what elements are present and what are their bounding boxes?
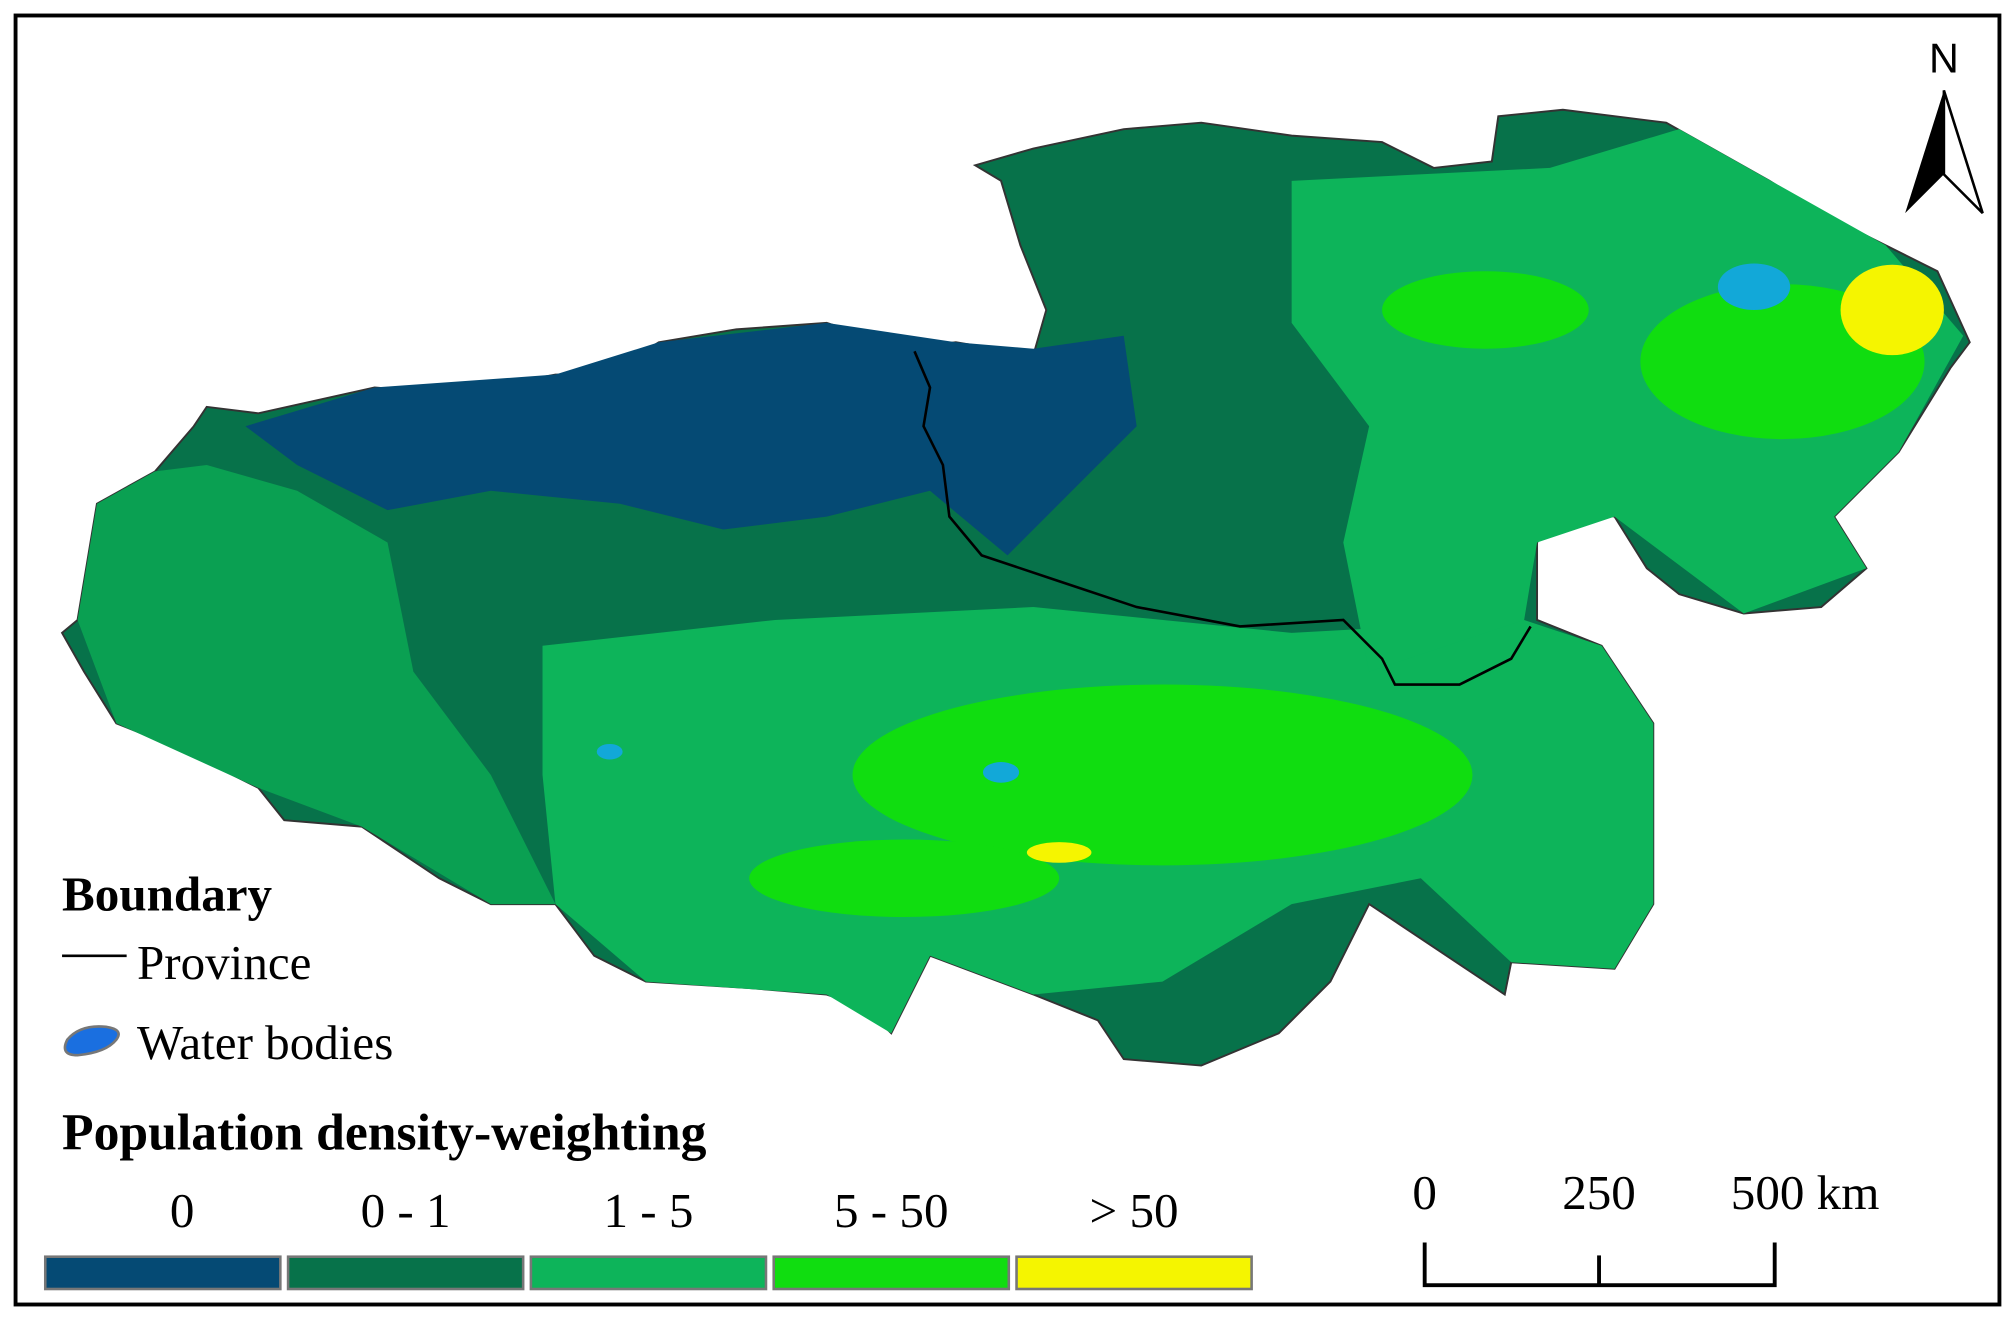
class-label: 0 bbox=[170, 1183, 195, 1238]
dense-zone bbox=[852, 684, 1473, 866]
legend-label: Province bbox=[137, 935, 311, 990]
legend: Boundary Province Water bodies Populatio… bbox=[43, 867, 1253, 1291]
dense-zone bbox=[1382, 271, 1589, 349]
zero-density-zone bbox=[245, 322, 1137, 556]
map-area bbox=[60, 108, 1971, 1067]
class-swatch bbox=[286, 1255, 525, 1291]
scale-label: 500 km bbox=[1731, 1165, 1880, 1220]
class-label: 1 - 5 bbox=[603, 1183, 693, 1238]
legend-title: Population density-weighting bbox=[62, 1105, 707, 1162]
class-swatch bbox=[1015, 1255, 1253, 1291]
very-dense-zone bbox=[1840, 264, 1944, 356]
scale-label: 250 bbox=[1562, 1165, 1636, 1220]
scale-label: 0 bbox=[1412, 1165, 1437, 1220]
very-dense-zone bbox=[1026, 842, 1092, 863]
class-swatch bbox=[772, 1255, 1011, 1291]
class-legend: 0 0 - 1 1 - 5 5 - 50 > 50 bbox=[43, 1183, 1253, 1291]
northeast-zone bbox=[1291, 129, 1964, 672]
lake bbox=[982, 762, 1020, 783]
class-swatch bbox=[529, 1255, 768, 1291]
class-swatch bbox=[43, 1255, 282, 1291]
scale-bar: 0 250 500 km bbox=[1412, 1165, 1880, 1288]
legend-label: Water bodies bbox=[137, 1015, 393, 1070]
north-label: N bbox=[1929, 35, 1959, 81]
lake bbox=[1717, 263, 1791, 310]
province-boundary bbox=[913, 350, 1532, 686]
water-swatch bbox=[63, 1025, 120, 1057]
class-label: 5 - 50 bbox=[834, 1183, 949, 1238]
lake bbox=[596, 743, 623, 760]
arrow-half bbox=[1942, 90, 1984, 215]
sw-zone bbox=[77, 464, 556, 905]
class-label: 0 - 1 bbox=[361, 1183, 451, 1238]
legend-title: Boundary bbox=[62, 867, 272, 922]
dense-zone bbox=[749, 839, 1060, 918]
class-label: > 50 bbox=[1090, 1183, 1179, 1238]
